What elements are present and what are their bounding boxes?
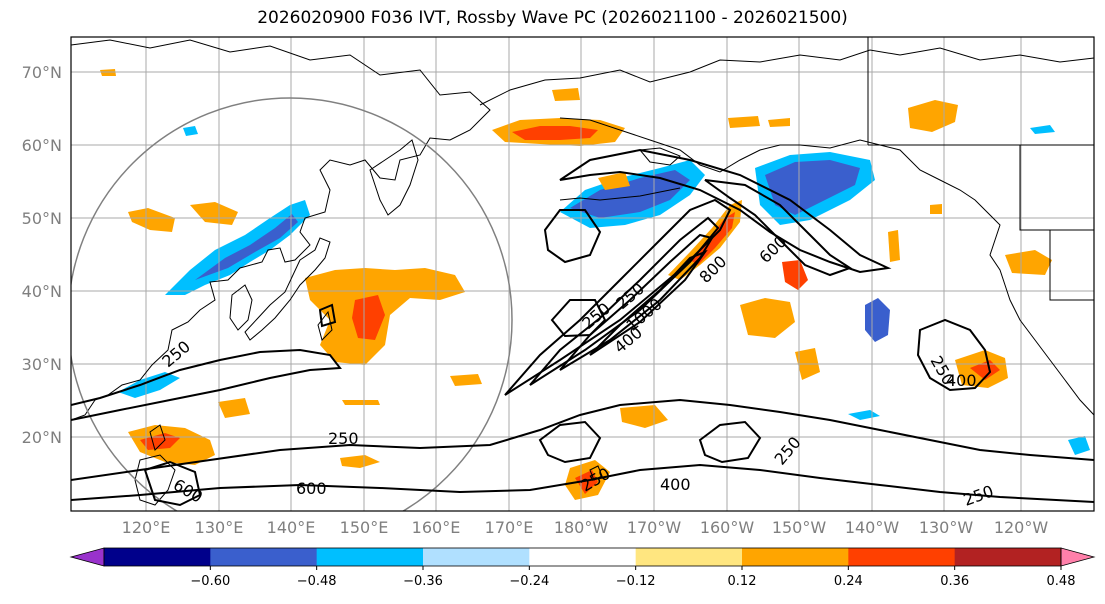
pos-anomaly-central-pacific [620,405,668,428]
colorbar-segment [316,548,424,566]
lon-label: 120°W [994,518,1049,537]
colorbar-segment [742,548,849,566]
colorbar-label: 0.24 [834,574,863,589]
coastlines [71,37,1094,506]
contour-label: 600 [296,479,327,498]
pos-anomaly-ne-pacific [740,298,795,338]
colorbar-label: −0.36 [403,574,443,589]
neg-anomaly-east-asia [165,200,310,295]
pos-anomaly-nw-pacific [305,268,465,365]
lat-label: 60°N [22,136,62,155]
colorbar-label: −0.60 [190,574,230,589]
colorbar-segment [529,548,637,566]
longitude-labels: 120°E 130°E 140°E 150°E 160°E 170°E 180°… [122,518,1049,537]
colorbar-extension-high [1060,547,1096,567]
colorbar-segment [848,548,956,566]
neg-anomaly-aleutians-core [570,170,690,218]
lon-label: 170°W [627,518,682,537]
colorbar-label: 0.36 [940,574,969,589]
lon-label: 130°W [919,518,974,537]
lon-label: 160°E [412,518,461,537]
colorbar-segment [423,548,530,566]
colorbar-segment [104,548,211,566]
pos-anomaly-kamchatka [190,202,238,225]
lat-label: 50°N [22,209,62,228]
pos-anomaly-small-b [218,398,250,418]
colorbar-segment [954,548,1062,566]
neg-anomaly-gulf-alaska-core [765,160,860,215]
colorbar: −0.60 −0.48 −0.36 −0.24 −0.12 0.12 0.24 0.36 0.4… [69,547,1096,589]
pos-anomaly-nw-pacific-core [352,295,385,340]
wave-region-circle [71,97,513,511]
colorbar-label: −0.48 [297,574,337,589]
pos-anomaly-small-a [450,374,482,386]
lon-label: 150°E [340,518,389,537]
ivt-shading [100,69,1090,500]
lon-label: 120°E [122,518,171,537]
lat-label: 70°N [22,63,62,82]
pos-anomaly-small-k [552,88,580,101]
colorbar-label: −0.12 [616,574,656,589]
graticule [71,37,1094,511]
colorbar-segment [635,548,743,566]
lon-label: 150°W [772,518,827,537]
neg-anomaly-small-4 [183,126,198,136]
pos-anomaly-east-pacific-sub-core [970,360,1000,380]
ivt-contours [71,148,1094,507]
lon-label: 140°W [845,518,900,537]
lat-label: 40°N [22,282,62,301]
colorbar-label: 0.12 [728,574,757,589]
pos-anomaly-small-f [768,118,790,127]
pos-anomaly-small-h [930,204,942,214]
contour-label: 250 [328,429,359,448]
colorbar-extension-low [69,547,105,567]
colorbar-outline [103,547,1062,567]
lon-label: 180°W [554,518,609,537]
neg-anomaly-south-china [118,372,180,398]
pos-anomaly-small-e [728,116,760,128]
lon-label: 160°W [700,518,755,537]
neg-anomaly-east-pacific [865,298,890,342]
pos-anomaly-canada [908,100,958,132]
neg-anomaly-small-2 [1030,125,1055,134]
neg-anomaly-east-asia-core [195,214,298,280]
pos-anomaly-small-i [888,230,900,262]
colorbar-segment [210,548,318,566]
contour-label: 400 [660,475,691,494]
lat-label: 30°N [22,355,62,374]
chart-title: 2026020900 F036 IVT, Rossby Wave PC (202… [257,8,848,28]
latitude-labels: 20°N 30°N 40°N 50°N 60°N 70°N [22,63,62,447]
lon-label: 140°E [267,518,316,537]
pos-anomaly-west-us [1005,250,1052,275]
map-frame [70,36,1095,512]
neg-anomaly-small-3 [1068,436,1090,455]
pos-anomaly-small-g [598,172,630,190]
pos-anomaly-small-c [342,400,380,405]
pos-anomaly-south-pacific-a [340,455,380,468]
lat-label: 20°N [22,428,62,447]
colorbar-label: −0.24 [509,574,549,589]
pos-anomaly-ne-pacific-b [782,260,808,290]
contour-label: 400 [946,371,977,390]
colorbar-label: 0.48 [1047,574,1076,589]
lon-label: 170°E [485,518,534,537]
pos-anomaly-sea-of-okhotsk [128,208,175,232]
pos-anomaly-bering-core [512,126,598,140]
lon-label: 130°E [195,518,244,537]
